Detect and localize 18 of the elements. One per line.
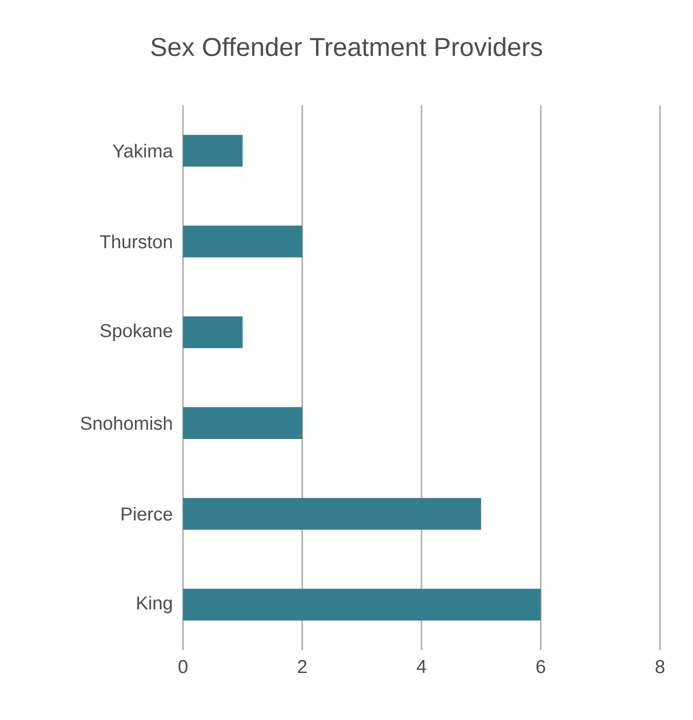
- x-tick-label: 2: [298, 660, 306, 674]
- y-tick-label: Pierce: [122, 507, 172, 521]
- y-tick-label: Spokane: [100, 324, 172, 341]
- x-tick-label: 6: [536, 660, 546, 674]
- x-tick-label: 0: [178, 660, 188, 674]
- y-tick-label: King: [137, 596, 172, 614]
- x-tick-label: 4: [416, 660, 426, 673]
- bar: [183, 407, 302, 439]
- bar: [183, 226, 302, 258]
- x-tick-label: 8: [656, 660, 664, 674]
- bar: [183, 134, 243, 167]
- bar: [183, 316, 243, 348]
- chart-title: Sex Offender Treatment Providers: [151, 37, 542, 56]
- y-tick-label: Yakima: [112, 144, 173, 158]
- bar: [183, 588, 541, 620]
- y-tick-label: Snohomish: [80, 416, 172, 430]
- bar: [183, 498, 482, 530]
- y-tick-label: Thurston: [100, 234, 172, 248]
